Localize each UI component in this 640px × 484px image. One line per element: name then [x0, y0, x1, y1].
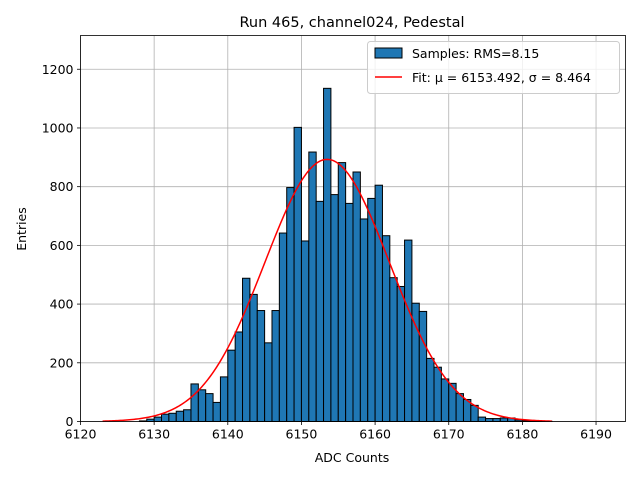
histogram-bar [419, 311, 426, 421]
legend-label-samples: Samples: RMS=8.15 [412, 46, 539, 61]
histogram-bar [265, 343, 272, 422]
histogram-bar [427, 358, 434, 421]
histogram-bar [316, 201, 323, 421]
histogram-bar [235, 332, 242, 422]
histogram-bar [176, 411, 183, 421]
histogram-bar [301, 241, 308, 422]
histogram-bar [272, 311, 279, 422]
histogram-bar [154, 417, 161, 421]
x-tick-label: 6160 [359, 427, 391, 442]
histogram-bar [434, 367, 441, 421]
legend-swatch-samples [375, 48, 402, 58]
histogram-bar [441, 379, 448, 422]
y-tick-label: 200 [50, 355, 74, 370]
histogram-bar [324, 88, 331, 421]
histogram-bar [478, 417, 485, 421]
histogram-bar [375, 185, 382, 421]
x-tick-label: 6180 [506, 427, 538, 442]
histogram-bar [279, 233, 286, 421]
legend-label-fit: Fit: μ = 6153.492, σ = 8.464 [412, 70, 591, 85]
histogram-bar [243, 278, 250, 421]
x-tick-label: 6190 [580, 427, 612, 442]
histogram-bar [486, 419, 493, 422]
x-tick-label: 6150 [286, 427, 318, 442]
histogram-bar [360, 219, 367, 422]
histogram-bar [493, 419, 500, 422]
histogram-bar [405, 240, 412, 421]
histogram-bar [294, 127, 301, 421]
histogram-bar [287, 188, 294, 422]
histogram-bar [206, 394, 213, 422]
histogram-bar [220, 377, 227, 422]
histogram-bar [257, 311, 264, 422]
histogram-bar [500, 418, 507, 422]
histogram-bar [346, 203, 353, 421]
y-tick-label: 800 [50, 179, 74, 194]
y-tick-label: 0 [66, 414, 74, 429]
histogram-bar [456, 394, 463, 422]
chart-title: Run 465, channel024, Pedestal [239, 15, 464, 31]
histogram-bar [250, 294, 257, 421]
y-tick-label: 600 [50, 238, 74, 253]
histogram-bar [213, 402, 220, 421]
histogram-bar [382, 236, 389, 422]
histogram-bar [390, 278, 397, 422]
histogram-bar [169, 413, 176, 421]
y-axis-label: Entries [14, 207, 29, 251]
histogram-bar [331, 195, 338, 422]
histogram-bar [397, 286, 404, 421]
histogram-bar [198, 390, 205, 422]
histogram-bar [353, 172, 360, 422]
histogram-bar [184, 410, 191, 422]
x-tick-label: 6130 [138, 427, 170, 442]
histogram-bar [228, 350, 235, 421]
x-axis-label: ADC Counts [315, 450, 390, 465]
histogram-bar [338, 163, 345, 422]
y-tick-label: 1200 [42, 62, 74, 77]
histogram-bar [191, 384, 198, 422]
histogram-bar [368, 198, 375, 421]
x-tick-label: 6170 [433, 427, 465, 442]
legend: Samples: RMS=8.15 Fit: μ = 6153.492, σ =… [368, 42, 620, 94]
y-tick-label: 1000 [42, 120, 74, 135]
histogram-bar [162, 414, 169, 421]
histogram-bar [309, 152, 316, 421]
x-tick-label: 6140 [212, 427, 244, 442]
y-tick-label: 400 [50, 297, 74, 312]
